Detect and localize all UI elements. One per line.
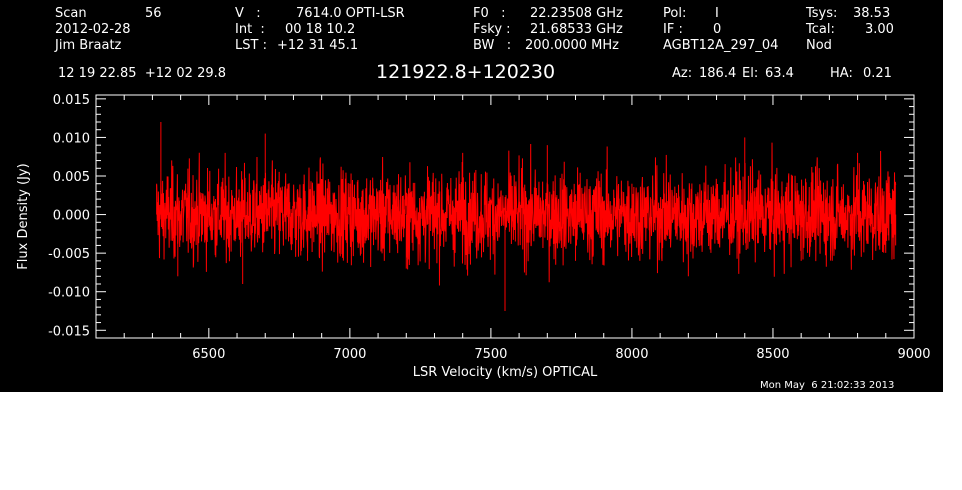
f0-label: F0 : [473, 6, 506, 21]
plot-panel: Scan 56 2012-02-28 Jim Braatz V : 7614.0… [0, 0, 943, 392]
x-tick-label: 8000 [615, 347, 648, 362]
y-tick-label: 0.015 [53, 93, 90, 108]
int-label: Int : [235, 22, 265, 37]
tcal-value: 3.00 [865, 22, 894, 37]
x-axis-label: LSR Velocity (km/s) OPTICAL [413, 365, 598, 380]
tsys-value: 38.53 [853, 6, 891, 21]
y-axis-label: Flux Density (Jy) [16, 163, 31, 269]
x-tick-label: 6500 [192, 347, 225, 362]
tsys-label: Tsys: [806, 6, 838, 21]
observer-name: Jim Braatz [55, 38, 122, 53]
ha-value: 0.21 [863, 66, 892, 81]
obs-date: 2012-02-28 [55, 22, 131, 37]
scan-value: 56 [145, 6, 162, 21]
int-value: 00 18 10.2 [285, 22, 356, 37]
az-value: 186.4 [699, 66, 737, 81]
el-value: 63.4 [765, 66, 794, 81]
bw-value: 200.0000 MHz [525, 38, 619, 53]
v-label: V : [235, 6, 261, 21]
az-label: Az: [672, 66, 693, 81]
y-tick-label: -0.005 [48, 247, 90, 262]
x-tick-label: 7000 [333, 347, 366, 362]
source-coords: 12 19 22.85 +12 02 29.8 [58, 66, 227, 81]
pol-label: Pol: [663, 6, 687, 21]
x-tick-label: 7500 [474, 347, 507, 362]
project-id: AGBT12A_297_04 [663, 38, 779, 53]
spectrum-trace [156, 142, 897, 286]
scan-label: Scan [55, 6, 87, 21]
fsky-label: Fsky : [473, 22, 511, 37]
fsky-value: 21.68533 GHz [530, 22, 623, 37]
plot-timestamp: Mon May 6 21:02:33 2013 [760, 380, 895, 391]
y-tick-label: 0.010 [53, 131, 90, 146]
source-name: 121922.8+120230 [376, 61, 556, 83]
spectrum-chart: 6500 7000 7500 8000 8500 9000 -0.015 -0.010 -0.0… [16, 93, 931, 380]
bw-label: BW : [473, 38, 512, 53]
el-label: El: [742, 66, 759, 81]
v-value: 7614.0 OPTI-LSR [296, 6, 405, 21]
lst-label: LST : [235, 38, 267, 53]
ha-label: HA: [830, 66, 853, 81]
x-tick-label: 8500 [756, 347, 789, 362]
y-tick-label: 0.000 [53, 209, 90, 224]
tcal-label: Tcal: [806, 22, 835, 37]
y-tick-label: 0.005 [53, 170, 90, 185]
plot-frame [95, 94, 915, 339]
y-tick-label: -0.015 [48, 324, 90, 339]
if-value: 0 [713, 22, 722, 37]
lst-value: +12 31 45.1 [277, 38, 359, 53]
f0-value: 22.23508 GHz [530, 6, 623, 21]
obs-mode: Nod [806, 38, 832, 53]
pol-value: I [715, 6, 719, 21]
y-tick-label: -0.010 [48, 286, 90, 301]
x-tick-label: 9000 [897, 347, 930, 362]
if-label: IF : [663, 22, 683, 37]
